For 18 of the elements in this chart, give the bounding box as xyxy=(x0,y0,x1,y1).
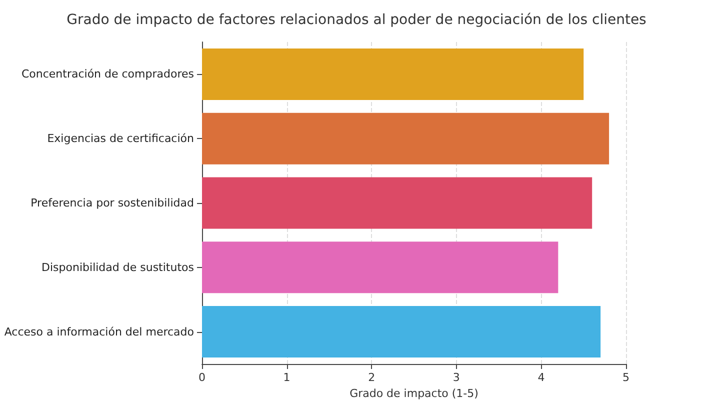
bar xyxy=(202,48,584,100)
x-tick-label: 0 xyxy=(198,371,206,384)
y-tick-label: Exigencias de certificación xyxy=(47,132,194,146)
bar xyxy=(202,112,610,164)
bar xyxy=(202,306,601,358)
bar xyxy=(202,242,558,294)
y-tick-label: Preferencia por sostenibilidad xyxy=(30,196,194,210)
chart-title: Grado de impacto de factores relacionados al poder de negociación de los clientes xyxy=(66,12,646,28)
y-tick-label: Disponibilidad de sustitutos xyxy=(42,260,194,274)
y-tick-label: Acceso a información del mercado xyxy=(4,325,194,338)
x-tick-label: 5 xyxy=(622,371,630,384)
x-tick-label: 3 xyxy=(452,371,460,384)
y-tick-label: Concentración de compradores xyxy=(21,68,194,81)
x-axis-title: Grado de impacto (1-5) xyxy=(350,386,478,400)
x-tick-label: 1 xyxy=(283,371,290,384)
x-tick-label: 4 xyxy=(538,371,545,384)
x-tick-label: 2 xyxy=(368,371,376,384)
bar xyxy=(202,177,592,229)
